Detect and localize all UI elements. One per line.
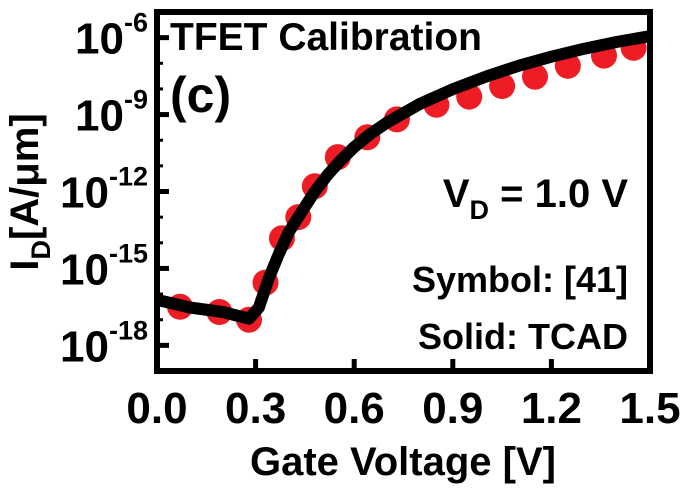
tcad-curve	[155, 30, 652, 325]
solid-annotation: Solid: TCAD	[418, 316, 628, 357]
y-axis-label: ID[A/μm]	[3, 113, 56, 270]
x-tick-label: 1.2	[521, 384, 582, 433]
chart-title: TFET Calibration	[170, 16, 482, 59]
y-tick-label: 10-6	[75, 8, 148, 64]
x-tick-label: 1.5	[619, 384, 680, 433]
x-tick-label: 0.0	[126, 384, 187, 433]
panel-label: (c)	[170, 67, 231, 123]
vd-subscript: D	[470, 195, 490, 225]
y-axis-label-group: ID[A/μm]	[3, 113, 56, 270]
y-tick-base: 10	[60, 169, 109, 218]
vd-rest: = 1.0 V	[489, 172, 628, 216]
y-label-subscript: D	[26, 240, 56, 260]
y-label-unit: [A/μm]	[3, 113, 47, 240]
y-tick-exponent: -12	[109, 162, 148, 192]
y-tick-label: 10-12	[60, 162, 148, 218]
y-tick-label: 10-9	[75, 85, 148, 141]
y-tick-base: 10	[60, 322, 109, 371]
y-tick-label: 10-18	[60, 315, 148, 371]
vd-prefix: V	[443, 172, 470, 216]
y-tick-exponent: -9	[124, 85, 148, 115]
y-label-main: I	[3, 260, 47, 271]
x-tick-group: 0.0 0.3 0.6 0.9 1.2 1.5	[126, 359, 681, 433]
x-tick-label: 0.6	[324, 384, 385, 433]
x-tick-label: 0.9	[422, 384, 483, 433]
y-tick-base: 10	[60, 245, 109, 294]
x-axis-label: Gate Voltage [V]	[250, 440, 556, 484]
y-tick-base: 10	[75, 15, 124, 64]
series-layer	[155, 30, 652, 333]
symbol-annotation: Symbol: [41]	[412, 259, 628, 300]
symbol-marker	[522, 63, 548, 90]
y-tick-base: 10	[75, 92, 124, 141]
vd-annotation: VD = 1.0 V	[443, 172, 628, 225]
y-tick-exponent: -6	[124, 8, 148, 38]
y-tick-exponent: -18	[109, 315, 148, 345]
y-tick-exponent: -15	[109, 238, 148, 268]
x-tick-label: 0.3	[225, 384, 286, 433]
y-tick-label: 10-15	[60, 238, 148, 294]
